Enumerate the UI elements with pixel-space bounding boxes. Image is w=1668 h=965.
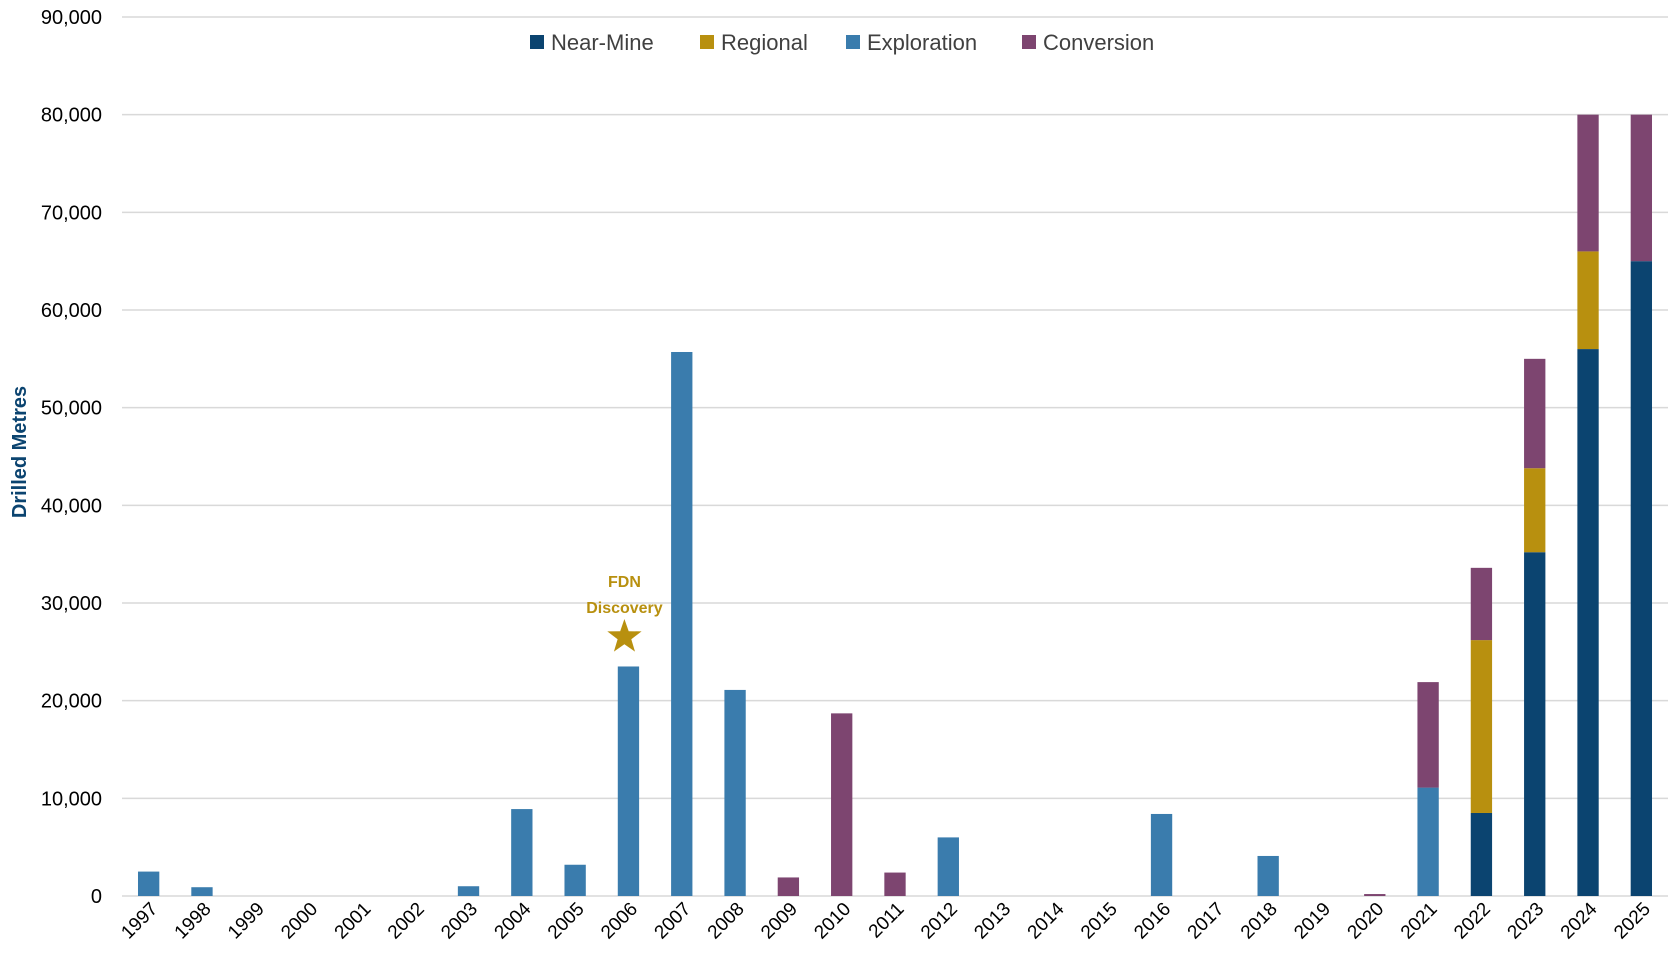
x-tick-label: 2024 [1557, 898, 1602, 943]
x-tick-label: 2013 [970, 899, 1015, 944]
bar-segment [777, 877, 800, 896]
x-tick-label: 2012 [917, 899, 962, 944]
annotation-text: FDN [608, 574, 641, 591]
x-tick-label: 2005 [544, 899, 589, 944]
x-tick-label: 2015 [1077, 899, 1122, 944]
legend-item: Exploration [846, 30, 977, 55]
x-tick-label: 2018 [1237, 899, 1282, 944]
bar-segment [1630, 261, 1653, 897]
bar-segment [1470, 812, 1493, 896]
legend-swatch [700, 35, 714, 49]
x-axis: 1997 1998 1999 2000 2001 2002 2003 2004 2005 2006… [117, 898, 1654, 943]
bar-segment [1417, 682, 1439, 788]
bar-segment [564, 864, 586, 896]
legend-item: Near-Mine [530, 30, 654, 55]
legend-label: Conversion [1043, 30, 1154, 55]
bars [137, 114, 1653, 897]
bar-segment [724, 689, 746, 896]
x-tick-label: 1998 [171, 899, 216, 944]
bar-segment [1150, 813, 1173, 896]
y-tick-label: 90,000 [41, 7, 102, 29]
x-tick-label: 2025 [1610, 899, 1655, 944]
bar-segment [937, 837, 959, 896]
legend-label: Regional [721, 30, 808, 55]
bar-segment [1577, 349, 1599, 897]
x-tick-label: 2017 [1184, 899, 1229, 944]
bar-segment [511, 809, 533, 896]
x-tick-label: 2003 [437, 899, 482, 944]
bar-segment [884, 872, 906, 896]
bar-segment [1470, 640, 1493, 813]
x-tick-label: 2000 [277, 899, 322, 944]
bar-segment [1577, 114, 1599, 252]
legend-item: Regional [700, 30, 808, 55]
legend-swatch [846, 35, 860, 49]
x-tick-label: 1999 [224, 899, 269, 944]
x-tick-label: 2022 [1450, 899, 1495, 944]
bar-segment [457, 886, 480, 896]
y-tick-label: 50,000 [41, 398, 102, 420]
legend-swatch [1022, 35, 1036, 49]
y-tick-label: 40,000 [41, 495, 102, 517]
y-tick-label: 20,000 [41, 691, 102, 713]
x-tick-label: 2021 [1397, 899, 1442, 944]
x-tick-label: 2016 [1130, 899, 1175, 944]
x-tick-label: 2020 [1344, 899, 1389, 944]
y-tick-label: 30,000 [41, 593, 102, 615]
bar-segment [1630, 114, 1653, 262]
bar-segment [1524, 468, 1546, 553]
y-tick-label: 60,000 [41, 300, 102, 322]
x-tick-label: 2006 [597, 899, 642, 944]
y-axis-label: Drilled Metres [9, 386, 31, 518]
x-tick-label: 2009 [757, 899, 802, 944]
legend-label: Near-Mine [551, 30, 654, 55]
bar-segment [617, 666, 640, 896]
bar-segment [1417, 787, 1439, 896]
x-tick-label: 2023 [1504, 899, 1549, 944]
bar-segment [1470, 567, 1493, 641]
bar-segment [1257, 855, 1279, 896]
y-tick-label: 80,000 [41, 105, 102, 127]
x-tick-label: 2002 [384, 899, 429, 944]
bar-segment [671, 351, 693, 896]
bar-segment [1524, 358, 1546, 469]
grid [122, 16, 1668, 897]
x-tick-label: 2014 [1024, 898, 1069, 943]
y-tick-label: 70,000 [41, 202, 102, 224]
annotation-text: Discovery [586, 600, 663, 617]
x-tick-label: 2010 [810, 899, 855, 944]
x-tick-label: 2019 [1290, 899, 1335, 944]
bar-segment [1364, 894, 1386, 896]
x-tick-label: 2004 [491, 898, 536, 943]
y-axis: 0 10,000 20,000 30,000 40,000 50,000 60,000 70,… [41, 7, 102, 908]
star-icon [607, 619, 642, 652]
x-tick-label: 2007 [651, 899, 696, 944]
legend-label: Exploration [867, 30, 977, 55]
x-tick-label: 2001 [331, 899, 376, 944]
x-tick-label: 2008 [704, 899, 749, 944]
y-tick-label: 0 [91, 886, 102, 908]
bar-segment [137, 871, 160, 896]
x-tick-label: 1997 [117, 899, 162, 944]
bar-segment [1524, 552, 1546, 896]
annotation: FDN Discovery [586, 574, 663, 652]
bar-segment [1577, 251, 1599, 350]
legend-item: Conversion [1022, 30, 1154, 55]
x-tick-label: 2011 [865, 899, 909, 943]
legend: Near-Mine Regional Exploration Conversion [530, 30, 1154, 55]
bar-segment [831, 713, 853, 896]
bar-segment [191, 887, 213, 896]
legend-swatch [530, 35, 544, 49]
y-tick-label: 10,000 [41, 788, 102, 810]
